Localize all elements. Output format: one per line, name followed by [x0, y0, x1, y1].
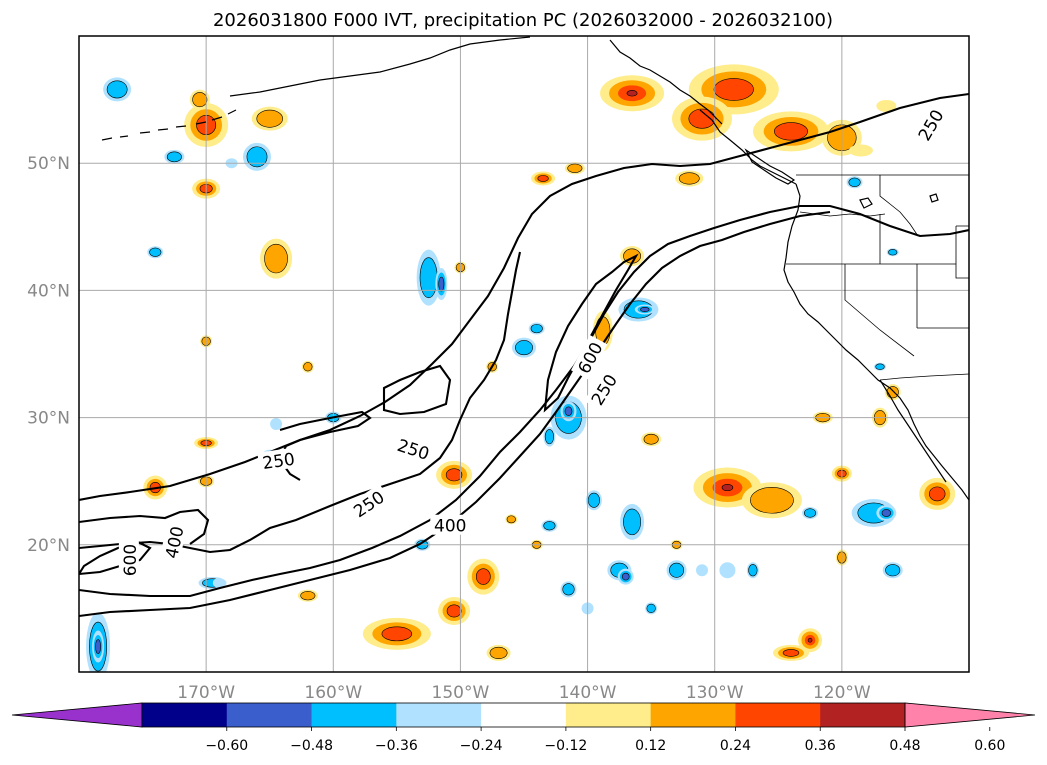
- lon-label-140: 140°W: [559, 683, 617, 703]
- precip-anomaly-blob: [622, 573, 629, 580]
- longitude-labels: 170°W 160°W 150°W 140°W 130°W 120°W: [177, 683, 871, 703]
- precip-anomaly-blob: [447, 605, 461, 617]
- precip-anomaly-blob: [538, 175, 549, 181]
- colorbar-tick-label: −0.48: [290, 738, 333, 754]
- precip-anomaly-blob: [849, 178, 861, 187]
- precip-anomaly-blob: [808, 638, 812, 642]
- latitude-labels: 50°N 40°N 30°N 20°N: [27, 154, 70, 556]
- precip-anomaly-blob: [774, 123, 807, 141]
- precip-anomaly-blob: [750, 487, 793, 513]
- precip-anomaly-blob: [304, 362, 313, 371]
- precip-anomaly-blob: [420, 258, 437, 298]
- precip-anomaly-blob: [563, 584, 575, 596]
- colorbar-segment: [651, 703, 736, 727]
- precip-anomaly-blob: [545, 429, 554, 443]
- colorbar-segment: [820, 703, 905, 727]
- colorbar: −0.60 −0.48 −0.36 −0.24 −0.12 0.12 0.24 0.36 0.4…: [12, 703, 1035, 754]
- precip-anomaly-blob: [882, 509, 891, 516]
- colorbar-tick-label: 0.60: [974, 738, 1005, 754]
- precip-anomaly-blob: [719, 562, 735, 578]
- precip-anomaly-blob: [150, 248, 162, 257]
- colorbar-segment: [227, 703, 312, 727]
- colorbar-extend-high: [905, 703, 1035, 727]
- precip-anomaly-blob: [749, 564, 758, 576]
- precip-anomaly-blob: [876, 364, 885, 370]
- lon-label-120: 120°W: [813, 683, 871, 703]
- lon-label-130: 130°W: [686, 683, 744, 703]
- lat-label-30: 30°N: [27, 409, 70, 429]
- precip-anomaly-blob: [849, 144, 873, 156]
- colorbar-segment: [481, 703, 566, 727]
- precip-anomaly-blob: [696, 564, 708, 576]
- precip-anomaly-blob: [783, 649, 799, 656]
- lat-label-20: 20°N: [27, 536, 70, 556]
- precip-anomaly-blob: [544, 521, 556, 530]
- precip-anomaly-blob: [647, 604, 656, 613]
- precip-anomaly-blob: [167, 152, 181, 162]
- precip-anomaly-blob: [193, 92, 207, 106]
- lon-label-150: 150°W: [432, 683, 490, 703]
- precip-anomaly-blob: [929, 487, 945, 501]
- precip-anomaly-blob: [640, 307, 649, 311]
- precip-anomaly-blob: [588, 493, 600, 507]
- precip-anomaly-blob: [107, 81, 127, 98]
- precip-anomaly-blob: [627, 90, 637, 96]
- precip-anomaly-blob: [886, 564, 900, 576]
- precip-anomaly-blob: [439, 277, 444, 291]
- figure: 2026031800 F000 IVT, precipitation PC (2…: [0, 0, 1047, 765]
- lon-label-160: 160°W: [304, 683, 362, 703]
- precip-anomaly-blob: [722, 484, 733, 490]
- precip-anomaly-blob: [257, 110, 283, 127]
- colorbar-segment: [142, 703, 227, 727]
- precip-anomaly-blob: [568, 164, 582, 173]
- precip-anomaly-blob: [623, 509, 640, 535]
- precip-anomaly-blob: [476, 569, 490, 585]
- precip-anomaly-blob: [531, 324, 543, 333]
- precip-anomaly-blob: [669, 563, 683, 577]
- precip-anomaly-blob: [490, 647, 507, 659]
- precip-anomaly-blob: [95, 640, 100, 654]
- precip-anomaly-blob: [382, 627, 412, 641]
- colorbar-tick-label: 0.24: [720, 738, 751, 754]
- precip-anomaly-blob: [270, 418, 282, 430]
- colorbar-segment: [396, 703, 481, 727]
- colorbar-tick-label: −0.12: [544, 738, 587, 754]
- lon-label-170: 170°W: [177, 683, 235, 703]
- contour-label-600: 600: [121, 544, 141, 576]
- precip-anomaly-blob: [446, 469, 462, 481]
- colorbar-tick-label: −0.60: [205, 738, 248, 754]
- precip-anomaly-blob: [565, 407, 572, 416]
- precip-anomaly-blob: [714, 78, 754, 100]
- colorbar-segment: [735, 703, 820, 727]
- precip-anomaly-blob: [265, 244, 288, 273]
- colorbar-extend-low: [12, 703, 142, 727]
- colorbar-tick-label: 0.48: [889, 738, 920, 754]
- contour-label-400: 400: [434, 517, 466, 537]
- colorbar-tick-label: −0.24: [460, 738, 503, 754]
- precip-anomaly-blob: [507, 516, 516, 523]
- map-title: 2026031800 F000 IVT, precipitation PC (2…: [213, 10, 833, 31]
- colorbar-segment: [312, 703, 397, 727]
- precip-anomaly-blob: [644, 434, 658, 444]
- colorbar-tick-label: −0.36: [375, 738, 418, 754]
- lat-label-50: 50°N: [27, 154, 70, 174]
- precip-anomaly-blob: [515, 340, 532, 354]
- colorbar-tick-label: 0.12: [635, 738, 666, 754]
- precip-anomaly-blob: [247, 147, 267, 167]
- precip-anomaly-blob: [887, 386, 899, 398]
- precip-anomaly-blob: [679, 173, 699, 185]
- precip-anomaly-blob: [888, 249, 897, 255]
- colorbar-tick-label: 0.36: [805, 738, 836, 754]
- lat-label-40: 40°N: [27, 281, 70, 301]
- precip-anomaly-blob: [804, 509, 816, 518]
- precip-anomaly-blob: [301, 591, 315, 600]
- colorbar-segment: [566, 703, 651, 727]
